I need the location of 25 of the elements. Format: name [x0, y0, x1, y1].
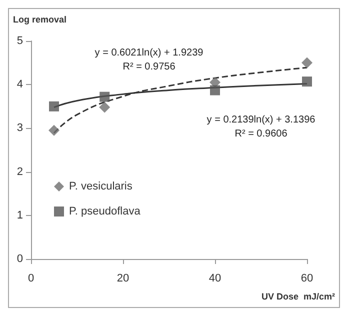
- legend-label: P. pseudoflava: [69, 206, 142, 218]
- point: [302, 57, 312, 68]
- point: [100, 92, 110, 102]
- point: [48, 124, 60, 136]
- annotation: y = 0.6021ln(x) + 1.9239: [94, 48, 204, 58]
- x-tick-label: 0: [28, 272, 34, 284]
- legend-label: P. vesicularis: [69, 180, 133, 192]
- y-tick-label: 5: [16, 35, 23, 47]
- x-tick-label: 40: [208, 272, 222, 284]
- y-tick-label: 2: [16, 166, 23, 178]
- y-tick-label: 3: [16, 122, 23, 134]
- y-tick-label: 1: [16, 209, 23, 222]
- point: [302, 76, 312, 87]
- x-tick-label: 20: [116, 272, 130, 284]
- point: [49, 101, 59, 112]
- y-axis-title: Log removal: [13, 14, 67, 24]
- annotation: R² = 0.9756: [122, 62, 176, 72]
- y-tick-label: 4: [16, 78, 23, 91]
- y-tick-label: 0: [16, 253, 23, 265]
- annotation: R² = 0.9606: [234, 128, 288, 140]
- point: [210, 85, 220, 96]
- annotation: y = 0.2139ln(x) + 3.1396: [206, 114, 316, 126]
- x-tick-label: 60: [300, 272, 314, 284]
- x-axis-title: UV Dose mJ/cm²: [261, 292, 336, 302]
- point: [99, 102, 110, 113]
